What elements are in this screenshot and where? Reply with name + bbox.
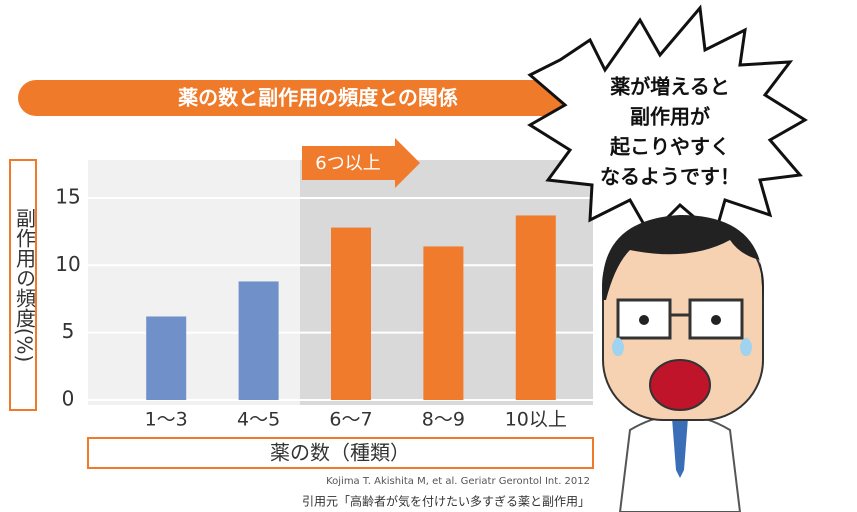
callout-line: 薬が増えると bbox=[610, 75, 729, 99]
x-tick-label: 6〜7 bbox=[329, 409, 372, 431]
bar bbox=[146, 316, 186, 400]
x-tick-label: 10以上 bbox=[505, 409, 567, 431]
annotation: 6つ以上 bbox=[315, 153, 380, 174]
x-axis-label: 薬の数（種類） bbox=[270, 441, 410, 465]
eye bbox=[711, 315, 721, 325]
y-axis-label: 副作用の頻度(%) bbox=[13, 207, 37, 362]
bar bbox=[516, 215, 556, 400]
callout-line: なるようです！ bbox=[600, 165, 740, 189]
source: Kojima T. Akishita M, et al. Geriatr Ger… bbox=[326, 476, 590, 487]
bar bbox=[239, 281, 279, 400]
citation: 引用元「高齢者が気を付けたい多すぎる薬と副作用」 bbox=[302, 494, 590, 509]
y-tick-label: 10 bbox=[55, 252, 80, 276]
x-tick-label: 8〜9 bbox=[422, 409, 465, 431]
bar bbox=[423, 246, 463, 400]
mouth bbox=[650, 360, 710, 410]
eye bbox=[639, 315, 649, 325]
callout-line: 起こりやすく bbox=[609, 135, 730, 159]
x-tick-label: 1〜3 bbox=[145, 409, 188, 431]
x-tick-label: 4〜5 bbox=[237, 409, 280, 431]
page: 薬の数と副作用の頻度との関係 6つ以上 副作用の頻度(%) 薬の数（種類） Ko… bbox=[0, 0, 857, 512]
y-tick-label: 0 bbox=[62, 387, 75, 411]
y-tick-label: 5 bbox=[62, 319, 75, 343]
bar bbox=[331, 228, 371, 400]
callout-line: 副作用が bbox=[630, 105, 710, 129]
y-tick-label: 15 bbox=[55, 184, 80, 208]
chart: 薬の数と副作用の頻度との関係 6つ以上 副作用の頻度(%) 薬の数（種類） Ko… bbox=[0, 0, 857, 512]
chart-title: 薬の数と副作用の頻度との関係 bbox=[178, 86, 458, 110]
